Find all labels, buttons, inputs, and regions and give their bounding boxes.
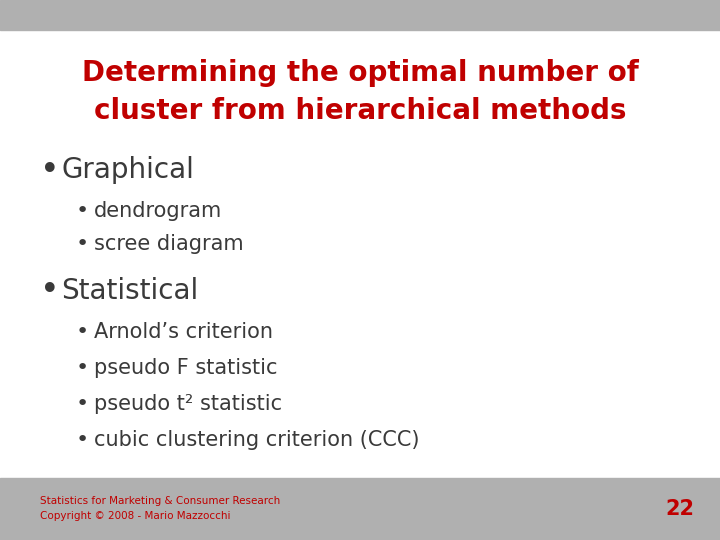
Text: Statistical: Statistical xyxy=(61,276,199,305)
Text: •: • xyxy=(40,274,59,307)
Text: dendrogram: dendrogram xyxy=(94,200,222,221)
Text: •: • xyxy=(76,394,89,414)
Text: •: • xyxy=(76,200,89,221)
Bar xyxy=(0,478,720,540)
Text: cluster from hierarchical methods: cluster from hierarchical methods xyxy=(94,97,626,125)
Text: scree diagram: scree diagram xyxy=(94,234,243,254)
Text: •: • xyxy=(40,153,59,187)
Text: Graphical: Graphical xyxy=(61,156,194,184)
Text: •: • xyxy=(76,322,89,342)
Text: cubic clustering criterion (CCC): cubic clustering criterion (CCC) xyxy=(94,430,419,450)
Bar xyxy=(0,0,720,30)
Text: pseudo F statistic: pseudo F statistic xyxy=(94,358,277,379)
Text: Determining the optimal number of: Determining the optimal number of xyxy=(81,59,639,87)
Text: •: • xyxy=(76,358,89,379)
Text: 22: 22 xyxy=(666,498,695,519)
Text: •: • xyxy=(76,234,89,254)
Text: Arnold’s criterion: Arnold’s criterion xyxy=(94,322,273,342)
Text: pseudo t² statistic: pseudo t² statistic xyxy=(94,394,282,414)
Text: •: • xyxy=(76,430,89,450)
Text: Statistics for Marketing & Consumer Research
Copyright © 2008 - Mario Mazzocchi: Statistics for Marketing & Consumer Rese… xyxy=(40,496,280,521)
